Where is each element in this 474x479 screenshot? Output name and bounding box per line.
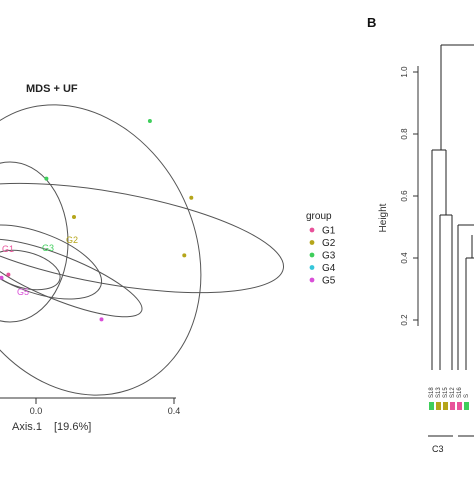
y-tick-label: 0.4 bbox=[400, 252, 409, 264]
leaf-color-4 bbox=[450, 402, 455, 410]
y-tick-label: 0.2 bbox=[400, 314, 409, 326]
leaf-label: S16 bbox=[457, 387, 463, 398]
ellipse-g1 bbox=[0, 161, 69, 323]
leaf-color-3 bbox=[443, 402, 448, 410]
ellipse-g5-inner bbox=[0, 249, 61, 291]
legend-title: group bbox=[306, 211, 332, 222]
leaf-color-1 bbox=[429, 402, 434, 410]
scatter-point bbox=[182, 253, 187, 258]
mds-title: MDS + UF bbox=[26, 83, 78, 95]
group-ellipses bbox=[0, 104, 285, 396]
legend-marker-g2 bbox=[309, 240, 315, 245]
mds-panel: MDS + UF G2 G3 G1 G5 0.0 0.4 Axis.1 bbox=[0, 83, 336, 433]
leaf-colors bbox=[429, 402, 469, 410]
scatter-point bbox=[6, 272, 11, 277]
scatter-point bbox=[147, 119, 152, 123]
x-axis-label: Axis.1 bbox=[12, 421, 42, 433]
leaf-label: S13 bbox=[436, 387, 442, 398]
legend-label-g1: G1 bbox=[322, 226, 336, 237]
leaf-labels: S18 S13 S15 S12 S16 S bbox=[429, 387, 470, 398]
legend-label-g5: G5 bbox=[322, 276, 336, 287]
group-label-g5: G5 bbox=[17, 287, 29, 297]
x-tick-label-0: 0.0 bbox=[30, 406, 43, 416]
legend-marker-g1 bbox=[309, 227, 315, 233]
group-label-g3: G3 bbox=[42, 243, 54, 253]
leaf-color-5 bbox=[457, 402, 462, 410]
group-label-g2: G2 bbox=[66, 235, 78, 245]
ellipse-g2 bbox=[0, 182, 285, 294]
legend-marker-g5 bbox=[309, 277, 315, 283]
scatter-point bbox=[0, 275, 4, 280]
scatter-point bbox=[44, 176, 49, 181]
leaf-label: S bbox=[464, 394, 470, 398]
scatter-point bbox=[189, 195, 194, 200]
group-labels: G2 G3 G1 G5 bbox=[2, 235, 78, 297]
group-label-g1: G1 bbox=[2, 244, 14, 254]
leaf-color-6 bbox=[464, 402, 469, 410]
leaf-color-2 bbox=[436, 402, 441, 410]
scatter-point bbox=[72, 215, 76, 219]
x-axis-label-pct: [19.6%] bbox=[54, 421, 91, 433]
ellipse-g5 bbox=[0, 238, 143, 318]
leaf-label: S15 bbox=[443, 387, 449, 398]
ellipse-g4 bbox=[0, 224, 103, 300]
y-axis-label: Height bbox=[378, 203, 389, 232]
leaf-label: S18 bbox=[429, 387, 435, 398]
legend-label-g3: G3 bbox=[322, 251, 336, 262]
legend-marker-g4 bbox=[309, 265, 315, 270]
ellipse-g3 bbox=[0, 104, 202, 396]
scatter-points bbox=[0, 119, 194, 322]
y-ticks: 0.2 0.4 0.6 0.8 1.0 bbox=[400, 66, 418, 326]
y-tick-label: 0.6 bbox=[400, 190, 409, 202]
cluster-label-c3: C3 bbox=[432, 444, 444, 454]
leaf-label: S12 bbox=[450, 387, 456, 398]
dendrogram-panel: B Height 0.2 0.4 0.6 0.8 1.0 S18 S13 S15 S12 S16… bbox=[367, 15, 474, 454]
scatter-point bbox=[99, 317, 104, 322]
panel-label-b: B bbox=[367, 15, 376, 30]
legend-marker-g3 bbox=[309, 252, 315, 258]
x-tick-label-1: 0.4 bbox=[168, 406, 181, 416]
legend-label-g2: G2 bbox=[322, 238, 336, 249]
x-axis: 0.0 0.4 Axis.1 [19.6%] bbox=[0, 397, 181, 433]
y-tick-label: 1.0 bbox=[400, 66, 409, 78]
y-tick-label: 0.8 bbox=[400, 128, 409, 140]
legend-label-g4: G4 bbox=[322, 263, 336, 274]
dendrogram-branches bbox=[431, 44, 474, 370]
